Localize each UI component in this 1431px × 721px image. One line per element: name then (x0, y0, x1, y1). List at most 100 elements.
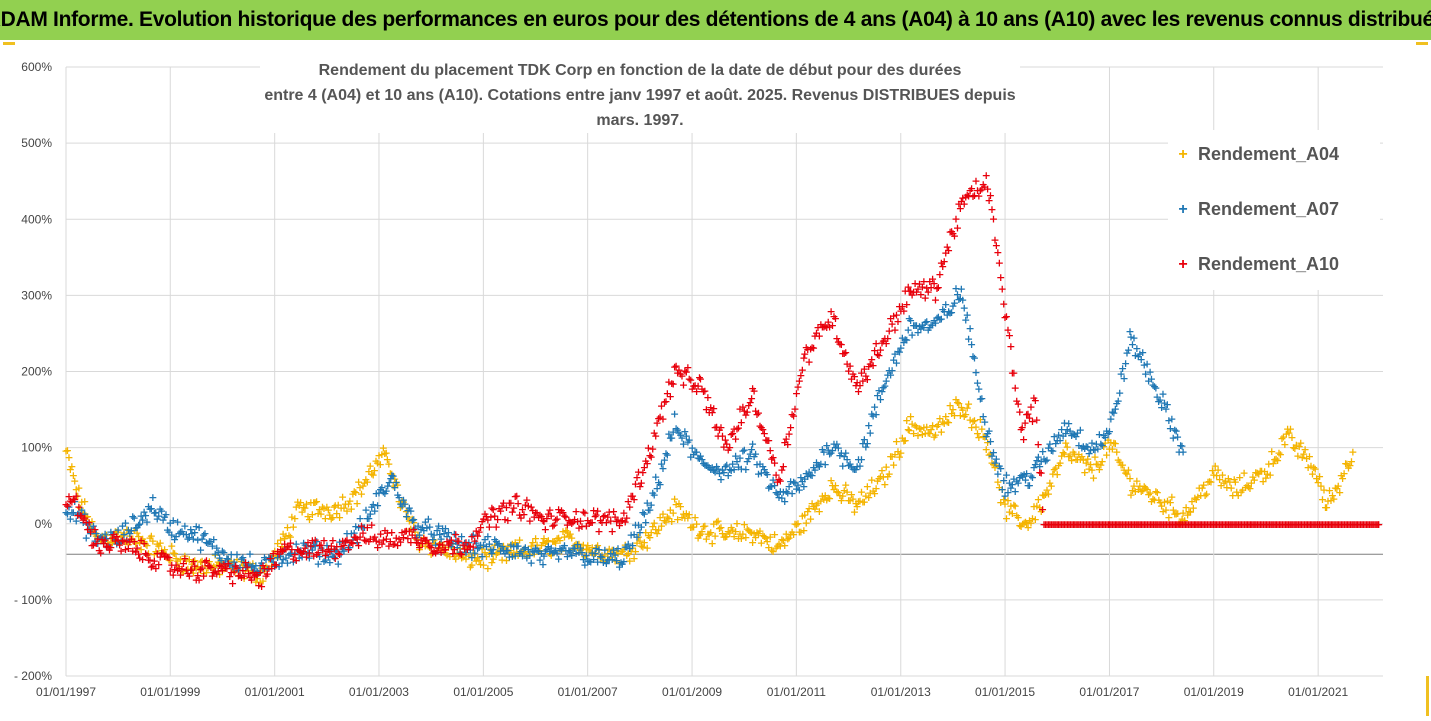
data-point-Rendement_A04: + (966, 414, 975, 427)
data-point-Rendement_A04: + (983, 436, 992, 449)
data-point-Rendement_A04: + (934, 418, 943, 431)
data-point-Rendement_A07: + (493, 539, 502, 552)
data-point-Rendement_A04: + (938, 416, 947, 429)
data-point-Rendement_A07: + (721, 460, 730, 473)
data-point-Rendement_A07: + (1068, 427, 1077, 440)
data-point-Rendement_A04: + (870, 487, 879, 500)
data-point-Rendement_A10: + (505, 496, 514, 509)
data-point-Rendement_A04: + (1129, 479, 1138, 492)
data-point-Rendement_A04: + (700, 519, 709, 532)
x-tick-label: 01/01/2007 (558, 685, 618, 699)
data-point-Rendement_A04: + (634, 531, 643, 544)
data-point-Rendement_A04: + (895, 450, 904, 463)
data-point-Rendement_A04: + (505, 546, 514, 559)
data-point-Rendement_A04: + (218, 556, 227, 569)
data-point-Rendement_A07: + (863, 437, 872, 450)
data-point-Rendement_A07: + (763, 468, 772, 481)
data-point-Rendement_A10: + (1230, 518, 1239, 531)
data-point-Rendement_A10: + (1057, 518, 1066, 531)
data-point-Rendement_A04: + (569, 543, 578, 556)
data-point-Rendement_A07: + (513, 539, 522, 552)
data-point-Rendement_A07: + (325, 556, 334, 569)
data-point-Rendement_A10: + (305, 547, 314, 560)
data-point-Rendement_A07: + (848, 462, 857, 475)
data-point-Rendement_A04: + (588, 541, 597, 554)
data-point-Rendement_A04: + (995, 481, 1004, 494)
data-point-Rendement_A07: + (508, 550, 517, 563)
data-point-Rendement_A04: + (843, 485, 852, 498)
data-point-Rendement_A10: + (744, 399, 753, 412)
data-point-Rendement_A07: + (938, 303, 947, 316)
data-point-Rendement_A07: + (1077, 441, 1086, 454)
data-point-Rendement_A07: + (439, 527, 448, 540)
data-point-Rendement_A04: + (858, 496, 867, 509)
data-point-Rendement_A07: + (200, 527, 209, 540)
data-point-Rendement_A07: + (741, 463, 750, 476)
data-point-Rendement_A07: + (185, 531, 194, 544)
data-point-Rendement_A04: + (485, 548, 494, 561)
data-point-Rendement_A10: + (1337, 518, 1346, 531)
data-point-Rendement_A04: + (771, 541, 780, 554)
data-point-Rendement_A07: + (203, 537, 212, 550)
data-point-Rendement_A10: + (941, 247, 950, 260)
data-point-Rendement_A10: + (874, 349, 883, 362)
data-point-Rendement_A10: + (273, 545, 282, 558)
data-point-Rendement_A10: + (634, 465, 643, 478)
data-point-Rendement_A04: + (637, 539, 646, 552)
data-point-Rendement_A10: + (1128, 518, 1137, 531)
data-point-Rendement_A10: + (497, 499, 506, 512)
data-point-Rendement_A04: + (319, 502, 328, 515)
data-point-Rendement_A07: + (996, 462, 1005, 475)
data-point-Rendement_A10: + (782, 433, 791, 446)
data-point-Rendement_A07: + (1026, 469, 1035, 482)
data-point-Rendement_A10: + (450, 543, 459, 556)
data-point-Rendement_A10: + (873, 348, 882, 361)
data-point-Rendement_A10: + (345, 536, 354, 549)
data-point-Rendement_A10: + (819, 320, 828, 333)
data-point-Rendement_A04: + (148, 535, 157, 548)
data-point-Rendement_A07: + (877, 385, 886, 398)
data-point-Rendement_A04: + (754, 527, 763, 540)
data-point-Rendement_A10: + (1095, 518, 1104, 531)
data-point-Rendement_A07: + (115, 536, 124, 549)
data-point-Rendement_A04: + (555, 534, 564, 547)
data-point-Rendement_A10: + (1194, 518, 1203, 531)
data-point-Rendement_A10: + (908, 288, 917, 301)
data-point-Rendement_A07: + (706, 463, 715, 476)
data-point-Rendement_A07: + (713, 462, 722, 475)
data-point-Rendement_A07: + (1019, 468, 1028, 481)
data-point-Rendement_A04: + (1060, 448, 1069, 461)
data-point-Rendement_A10: + (1343, 518, 1352, 531)
data-point-Rendement_A07: + (217, 554, 226, 567)
data-point-Rendement_A04: + (244, 564, 253, 577)
data-point-Rendement_A04: + (339, 501, 348, 514)
data-point-Rendement_A07: + (492, 535, 501, 548)
data-point-Rendement_A04: + (439, 540, 448, 553)
data-point-Rendement_A07: + (716, 473, 725, 486)
data-point-Rendement_A10: + (1304, 518, 1313, 531)
data-point-Rendement_A04: + (1263, 467, 1272, 480)
data-point-Rendement_A07: + (245, 547, 254, 560)
data-point-Rendement_A07: + (447, 540, 456, 553)
data-point-Rendement_A07: + (734, 461, 743, 474)
data-point-Rendement_A10: + (219, 557, 228, 570)
data-point-Rendement_A10: + (799, 352, 808, 365)
data-point-Rendement_A10: + (989, 212, 998, 225)
data-point-Rendement_A04: + (237, 555, 246, 568)
data-point-Rendement_A10: + (513, 497, 522, 510)
data-point-Rendement_A10: + (322, 545, 331, 558)
data-point-Rendement_A07: + (603, 553, 612, 566)
data-point-Rendement_A10: + (1244, 518, 1253, 531)
data-point-Rendement_A07: + (944, 305, 953, 318)
data-point-Rendement_A07: + (1037, 455, 1046, 468)
data-point-Rendement_A07: + (275, 560, 284, 573)
data-point-Rendement_A10: + (87, 539, 96, 552)
data-point-Rendement_A10: + (258, 559, 267, 572)
data-point-Rendement_A07: + (799, 480, 808, 493)
data-point-Rendement_A04: + (1261, 472, 1270, 485)
data-point-Rendement_A04: + (357, 488, 366, 501)
data-point-Rendement_A10: + (96, 546, 105, 559)
data-point-Rendement_A04: + (1231, 475, 1240, 488)
data-point-Rendement_A04: + (528, 536, 537, 549)
data-point-Rendement_A07: + (1070, 428, 1079, 441)
